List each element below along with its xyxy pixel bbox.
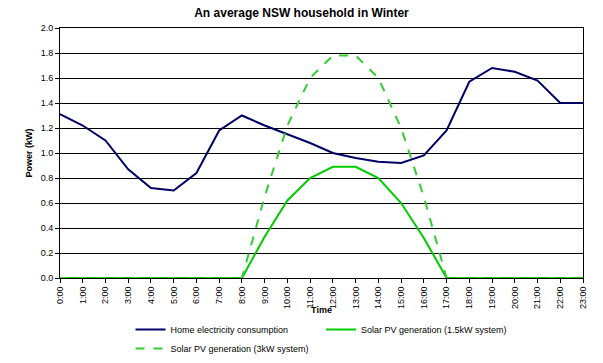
svg-text:21:00: 21:00 [532, 287, 542, 310]
svg-text:1.0: 1.0 [41, 148, 54, 158]
svg-text:9:00: 9:00 [260, 287, 270, 305]
svg-text:0.0: 0.0 [41, 273, 54, 283]
svg-text:0:00: 0:00 [55, 287, 65, 305]
svg-text:0.2: 0.2 [41, 248, 54, 258]
svg-text:Power (kW): Power (kW) [24, 128, 34, 177]
svg-text:5:00: 5:00 [169, 287, 179, 305]
svg-text:Home electricity consumption: Home electricity consumption [171, 325, 289, 335]
svg-text:8:00: 8:00 [237, 287, 247, 305]
svg-text:15:00: 15:00 [396, 287, 406, 310]
svg-text:16:00: 16:00 [419, 287, 429, 310]
svg-text:6:00: 6:00 [191, 287, 201, 305]
svg-text:22:00: 22:00 [555, 287, 565, 310]
svg-text:3:00: 3:00 [123, 287, 133, 305]
svg-text:0.4: 0.4 [41, 223, 54, 233]
svg-text:7:00: 7:00 [214, 287, 224, 305]
svg-text:1:00: 1:00 [78, 287, 88, 305]
svg-text:14:00: 14:00 [373, 287, 383, 310]
svg-text:2:00: 2:00 [100, 287, 110, 305]
svg-text:4:00: 4:00 [146, 287, 156, 305]
svg-text:1.8: 1.8 [41, 48, 54, 58]
svg-text:12:00: 12:00 [328, 287, 338, 310]
svg-text:An average NSW household in Wi: An average NSW household in Winter [194, 6, 409, 20]
svg-text:13:00: 13:00 [351, 287, 361, 310]
svg-text:Solar PV generation (1.5kW sys: Solar PV generation (1.5kW system) [361, 325, 507, 335]
svg-text:18:00: 18:00 [464, 287, 474, 310]
svg-text:0.8: 0.8 [41, 173, 54, 183]
svg-text:2.0: 2.0 [41, 23, 54, 33]
svg-text:11:00: 11:00 [305, 287, 315, 309]
svg-text:1.6: 1.6 [41, 73, 54, 83]
svg-text:Solar PV generation (3kW syste: Solar PV generation (3kW system) [171, 344, 309, 354]
svg-text:17:00: 17:00 [441, 287, 451, 310]
svg-text:19:00: 19:00 [487, 287, 497, 310]
svg-text:20:00: 20:00 [510, 287, 520, 310]
svg-text:1.2: 1.2 [41, 123, 54, 133]
svg-text:Time: Time [311, 305, 332, 315]
svg-text:1.4: 1.4 [41, 98, 54, 108]
svg-text:10:00: 10:00 [282, 287, 292, 310]
svg-text:23:00: 23:00 [578, 287, 588, 310]
svg-text:0.6: 0.6 [41, 198, 54, 208]
